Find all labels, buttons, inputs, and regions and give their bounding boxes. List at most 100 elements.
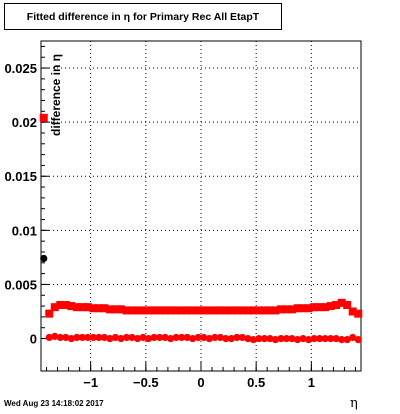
- data-point-circle: [277, 334, 285, 343]
- data-point-circle: [156, 333, 164, 342]
- data-point-square: [166, 306, 175, 315]
- data-point-circle: [255, 334, 263, 343]
- data-point-square: [282, 305, 291, 314]
- data-point-square: [315, 303, 324, 312]
- data-point-square: [155, 306, 164, 315]
- data-point-square: [199, 306, 208, 315]
- data-point-square: [161, 306, 170, 315]
- data-point-circle: [293, 336, 302, 344]
- data-point-circle: [338, 336, 346, 344]
- data-point-circle: [144, 334, 153, 343]
- data-point-square: [288, 305, 297, 314]
- data-point-circle: [222, 334, 230, 343]
- data-point-square: [50, 303, 59, 312]
- data-point-circle: [84, 333, 92, 342]
- data-point-square: [238, 306, 247, 315]
- data-point-square: [61, 301, 70, 309]
- data-point-circle: [172, 333, 180, 342]
- data-point-square: [271, 306, 280, 315]
- data-point-circle: [266, 334, 274, 343]
- data-point-circle: [56, 333, 64, 342]
- data-point-square: [144, 306, 153, 315]
- data-point-circle: [211, 333, 219, 342]
- data-point-square: [128, 306, 137, 315]
- data-point-circle: [233, 333, 241, 342]
- data-point-circle: [95, 333, 103, 342]
- chart-title: Fitted difference in η for Primary Rec A…: [4, 3, 282, 30]
- data-point-circle: [167, 334, 175, 343]
- data-point-square: [67, 302, 76, 311]
- data-point-circle: [238, 333, 246, 342]
- data-point-circle: [189, 334, 197, 343]
- data-point-circle: [51, 332, 59, 340]
- data-point-square: [133, 306, 142, 315]
- data-point-circle: [78, 333, 86, 342]
- data-point-circle: [150, 333, 158, 342]
- data-point-circle: [133, 334, 142, 343]
- data-point-square: [111, 305, 120, 314]
- data-point-square: [139, 306, 148, 315]
- data-point-square: [216, 306, 225, 315]
- data-point-square: [177, 306, 186, 315]
- x-tick-label: −1: [83, 375, 98, 390]
- data-point-square: [326, 302, 335, 311]
- data-point-circle: [194, 333, 202, 342]
- data-point-circle: [288, 334, 296, 343]
- x-tick-label: 0: [197, 375, 204, 390]
- data-point-circle: [128, 333, 136, 342]
- data-point-square: [122, 306, 131, 315]
- data-point-circle: [178, 333, 186, 342]
- y-axis-label: difference in η: [49, 53, 64, 137]
- data-point-square: [150, 306, 159, 315]
- data-point-square: [337, 298, 346, 307]
- data-point-circle: [45, 333, 53, 342]
- data-point-square: [254, 306, 263, 315]
- x-tick-label: 0.5: [247, 375, 265, 390]
- data-point-square: [277, 305, 285, 314]
- data-point-square: [343, 301, 352, 309]
- data-point-circle: [205, 334, 213, 343]
- data-point-circle: [73, 333, 81, 342]
- data-point-circle: [343, 336, 351, 344]
- data-point-square: [172, 306, 181, 315]
- data-point-square: [243, 306, 252, 315]
- data-point-square: [249, 306, 258, 315]
- data-point-square: [194, 306, 203, 315]
- data-point-square: [321, 303, 330, 312]
- y-tick-label: 0.015: [4, 169, 37, 184]
- data-point-square: [265, 306, 274, 315]
- y-tick-label: 0.005: [4, 277, 37, 292]
- data-point-circle: [271, 336, 280, 344]
- x-tick-label: 1: [308, 375, 315, 390]
- data-point-square: [183, 306, 192, 315]
- data-point-circle: [321, 334, 329, 343]
- timestamp-footer: Wed Aug 23 14:18:02 2017: [4, 399, 104, 408]
- data-point-square: [45, 309, 54, 318]
- data-point-square: [205, 306, 214, 315]
- data-point-square: [348, 307, 357, 316]
- data-point-circle: [200, 333, 208, 342]
- data-point-square: [89, 304, 98, 313]
- data-point-circle: [332, 334, 340, 343]
- data-point-square: [117, 305, 125, 314]
- data-point-circle: [89, 333, 98, 342]
- data-point-circle: [299, 334, 307, 343]
- data-point-circle: [260, 334, 269, 343]
- data-point-square: [72, 303, 81, 312]
- data-point-square: [188, 306, 197, 315]
- data-point-square: [210, 306, 219, 315]
- data-point-circle: [183, 333, 191, 342]
- data-point-circle: [249, 336, 258, 344]
- data-point-square: [227, 306, 236, 315]
- data-point-square: [105, 305, 114, 314]
- y-tick-label: 0.02: [12, 115, 37, 130]
- data-point-circle: [62, 333, 70, 342]
- data-point-square: [260, 306, 269, 315]
- data-point-circle: [100, 333, 109, 342]
- data-point-circle: [161, 333, 169, 342]
- data-point-square: [332, 301, 341, 309]
- data-point-circle: [354, 336, 362, 344]
- data-point-square: [354, 309, 363, 318]
- data-point-circle: [67, 334, 75, 343]
